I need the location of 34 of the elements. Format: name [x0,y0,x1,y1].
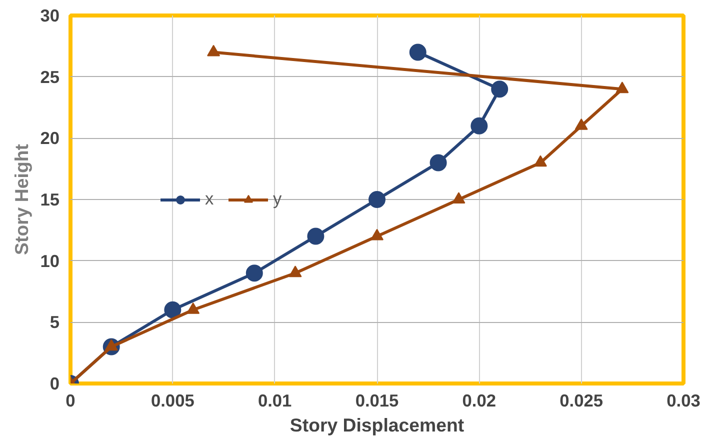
point [246,264,263,282]
point [368,191,386,208]
point [164,301,182,318]
y-tick-label: 0 [50,374,60,394]
point [616,82,629,94]
y-tick-label: 30 [40,6,60,26]
point [574,118,588,130]
x-tick-label: 0.03 [666,390,701,410]
point [409,44,426,61]
point [288,266,302,278]
y-tick-label: 15 [40,190,60,210]
x-axis-title: Story Displacement [290,414,464,436]
y-tick-label: 20 [40,128,60,148]
point [430,154,447,172]
point [534,155,547,167]
x-tick-label: 0.015 [355,390,400,410]
legend-label: y [273,188,283,210]
y-tick-label: 5 [50,312,60,332]
point [491,80,508,98]
point [186,302,200,314]
x-tick-label: 0.005 [150,390,195,410]
x-tick-label: 0 [66,390,76,410]
legend-label: x [205,188,215,210]
point [307,228,324,245]
y-tick-label: 25 [40,66,60,87]
x-tick-label: 0.025 [560,390,604,410]
point [470,117,488,134]
y-tick-label: 10 [40,250,60,271]
point [207,44,220,56]
point [452,192,466,204]
point [370,228,384,240]
y-axis-title: Story Height [11,144,32,255]
x-tick-label: 0.01 [258,390,292,410]
x-tick-label: 0.02 [462,390,496,410]
